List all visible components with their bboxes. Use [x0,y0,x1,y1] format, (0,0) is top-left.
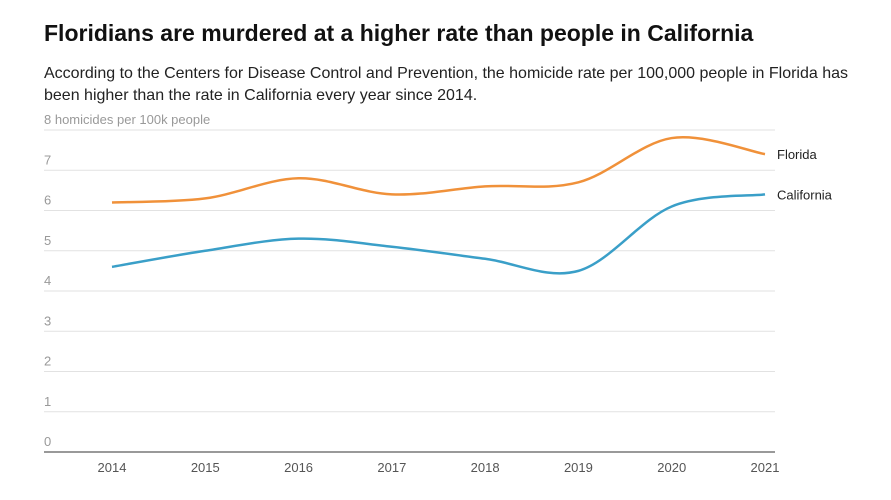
y-tick-label: 7 [44,152,51,167]
y-tick-label: 0 [44,434,51,449]
x-tick-label: 2016 [284,460,313,475]
y-tick-label: 3 [44,313,51,328]
series-label: Florida [777,147,818,162]
line-series [111,193,766,275]
y-tick-label: 5 [44,233,51,248]
line-series [111,136,766,204]
y-tick-label: 8 homicides per 100k people [44,112,210,127]
x-tick-label: 2020 [657,460,686,475]
y-tick-label: 4 [44,273,51,288]
y-tick-label: 2 [44,354,51,369]
chart-subtitle: According to the Centers for Disease Con… [44,65,849,104]
x-tick-label: 2021 [751,460,780,475]
x-tick-label: 2015 [191,460,220,475]
y-tick-label: 1 [44,394,51,409]
x-tick-label: 2019 [564,460,593,475]
x-tick-label: 2018 [471,460,500,475]
x-tick-label: 2014 [98,460,127,475]
x-tick-label: 2017 [377,460,406,475]
series-label: California [777,187,833,202]
y-tick-label: 6 [44,193,51,208]
chart-title: Floridians are murdered at a higher rate… [44,20,754,46]
